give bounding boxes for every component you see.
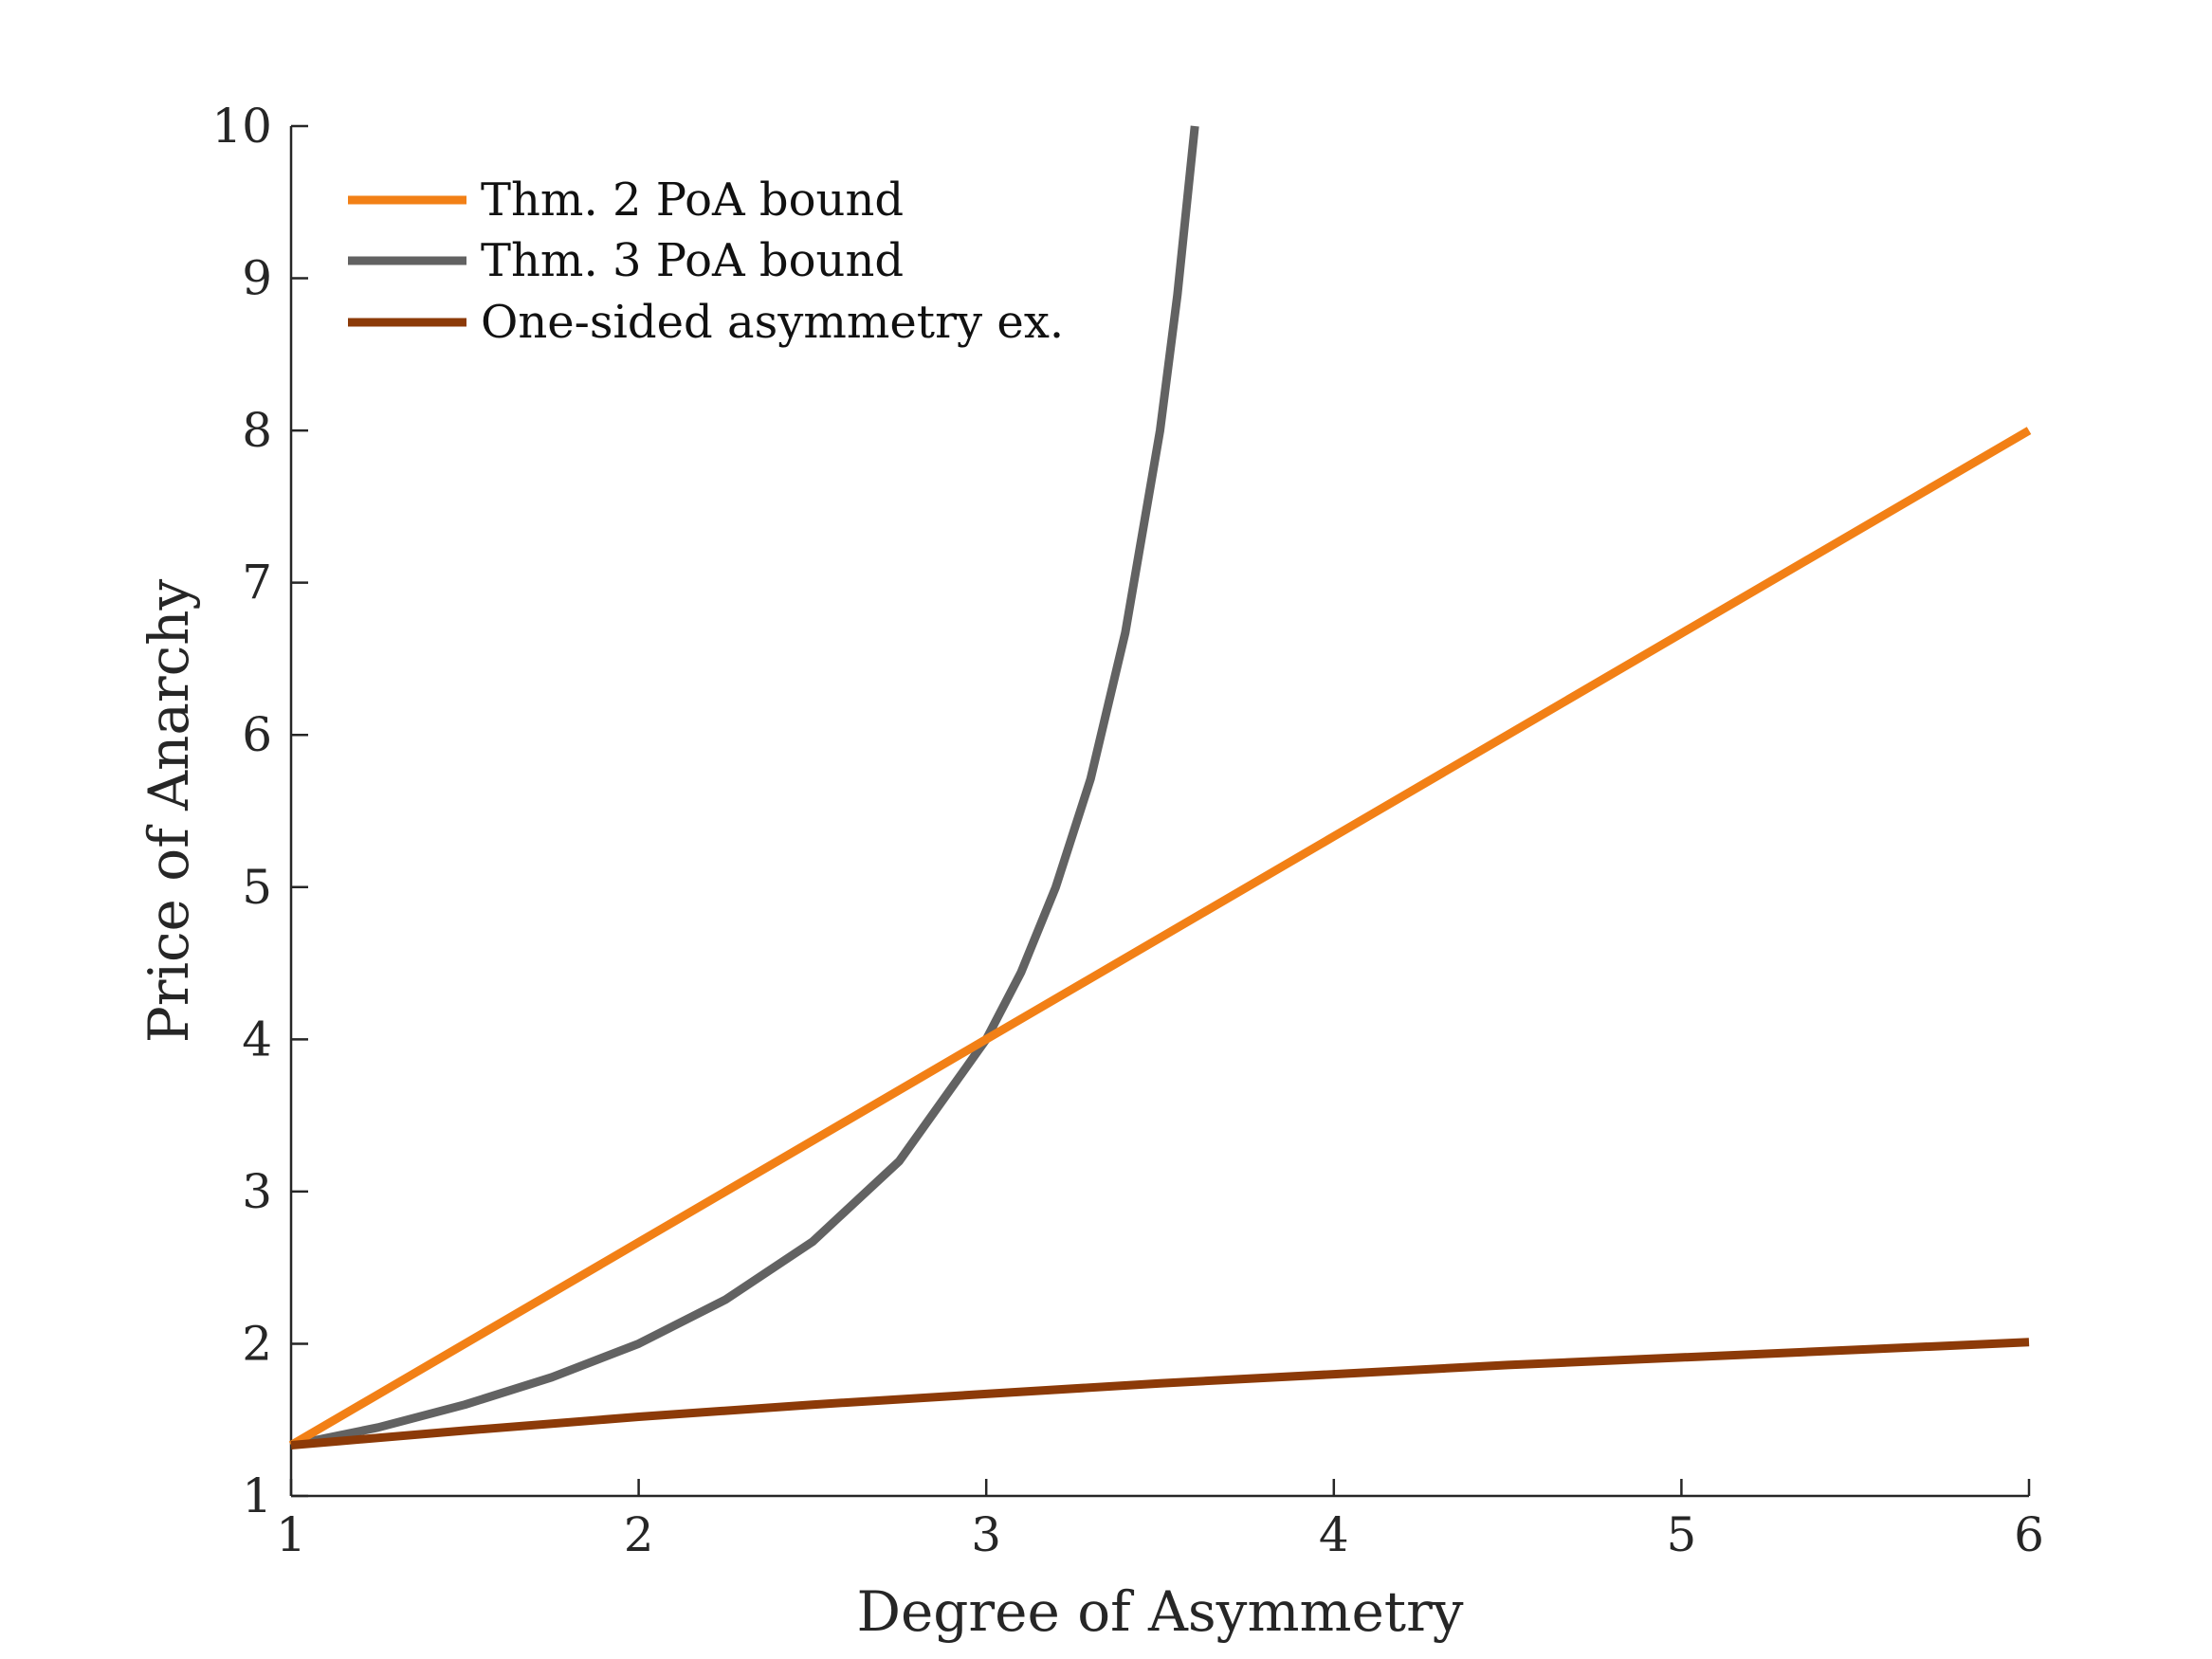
- y-tick-label: 1: [242, 1468, 272, 1523]
- legend-label: One-sided asymmetry ex.: [481, 296, 1064, 349]
- y-tick-label: 6: [242, 707, 272, 762]
- legend-label: Thm. 3 PoA bound: [481, 234, 904, 287]
- y-tick-label: 10: [211, 99, 272, 154]
- series-line-2: [290, 125, 1199, 1449]
- y-tick-label: 4: [242, 1012, 272, 1066]
- series-line-3: [290, 1338, 2030, 1449]
- axes: 1 2 3 4 5 6 1 2 3 4 5 6 7 8 9 10: [211, 99, 2044, 1562]
- y-tick-label: 5: [242, 860, 272, 915]
- y-tick-label: 7: [242, 556, 272, 611]
- x-tick-label: 4: [1319, 1507, 1349, 1562]
- y-tick-label: 2: [242, 1316, 272, 1371]
- y-tick-label: 3: [242, 1164, 272, 1219]
- y-tick-label: 9: [242, 251, 272, 306]
- legend-item: Thm. 3 PoA bound: [348, 234, 904, 287]
- legend-item: One-sided asymmetry ex.: [348, 296, 1064, 349]
- x-tick-label: 2: [624, 1507, 654, 1562]
- legend-label: Thm. 2 PoA bound: [481, 173, 904, 227]
- y-tick-label: 8: [242, 403, 272, 458]
- x-tick-label: 5: [1666, 1507, 1696, 1562]
- x-tick-label: 1: [276, 1507, 306, 1562]
- x-tick-label: 3: [971, 1507, 1001, 1562]
- legend: Thm. 2 PoA bound Thm. 3 PoA bound One-side…: [348, 173, 1064, 349]
- x-tick-label: 6: [2014, 1507, 2044, 1562]
- legend-item: Thm. 2 PoA bound: [348, 173, 904, 227]
- series-line-1: [288, 427, 2032, 1449]
- x-axis-label: Degree of Asymmetry: [856, 1579, 1463, 1644]
- plot-series: [288, 125, 2032, 1449]
- y-axis-label: Price of Anarchy: [137, 579, 201, 1044]
